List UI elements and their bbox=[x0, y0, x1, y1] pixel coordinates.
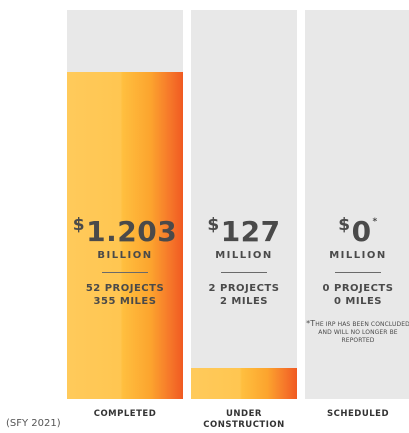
bar-label-completed: $1.203 BILLION 52 PROJECTS 355 MILES bbox=[67, 215, 183, 308]
bar-scheduled: $0* MILLION 0 PROJECTS 0 MILES *The IRP … bbox=[305, 10, 409, 399]
amount-scheduled: $0* bbox=[338, 215, 378, 248]
amount-unit-scheduled: MILLION bbox=[329, 250, 387, 261]
bar-fill-under-construction bbox=[191, 367, 297, 399]
projects-under-construction: 2 PROJECTS bbox=[208, 283, 280, 294]
bar-label-under-construction: $127 MILLION 2 PROJECTS 2 MILES bbox=[191, 215, 297, 308]
footnote-marker: * bbox=[372, 217, 378, 227]
category-label-completed: COMPLETED bbox=[93, 409, 157, 419]
projects-completed: 52 PROJECTS bbox=[85, 283, 165, 294]
amount-under-construction: $127 bbox=[207, 215, 281, 248]
divider bbox=[102, 272, 148, 273]
miles-under-construction: 2 MILES bbox=[219, 296, 269, 307]
bar-completed: $1.203 BILLION 52 PROJECTS 355 MILES bbox=[67, 10, 183, 399]
category-label-line: UNDER bbox=[226, 409, 262, 419]
divider bbox=[335, 272, 381, 273]
amount-unit-under-construction: MILLION bbox=[215, 250, 273, 261]
miles-completed: 355 MILES bbox=[93, 296, 157, 307]
bar-fill-completed bbox=[67, 72, 183, 399]
amount-unit-completed: BILLION bbox=[97, 250, 153, 261]
currency-symbol: $ bbox=[72, 215, 86, 235]
bar-label-scheduled: $0* MILLION 0 PROJECTS 0 MILES *The IRP … bbox=[305, 215, 409, 345]
amount-completed: $1.203 bbox=[72, 215, 178, 248]
bar-under-construction: $127 MILLION 2 PROJECTS 2 MILES bbox=[191, 10, 297, 399]
fiscal-year-label: (SFY 2021) bbox=[6, 418, 61, 429]
miles-scheduled: 0 MILES bbox=[333, 296, 383, 307]
category-label-under-construction: UNDER CONSTRUCTION bbox=[191, 409, 297, 431]
currency-symbol: $ bbox=[338, 215, 351, 235]
divider bbox=[221, 272, 267, 273]
footnote-scheduled: *The IRP has been concluded and will no … bbox=[306, 319, 409, 345]
projects-scheduled: 0 PROJECTS bbox=[322, 283, 394, 294]
currency-symbol: $ bbox=[207, 215, 220, 235]
category-label-scheduled: SCHEDULED bbox=[326, 409, 390, 419]
category-label-line: CONSTRUCTION bbox=[203, 420, 285, 430]
